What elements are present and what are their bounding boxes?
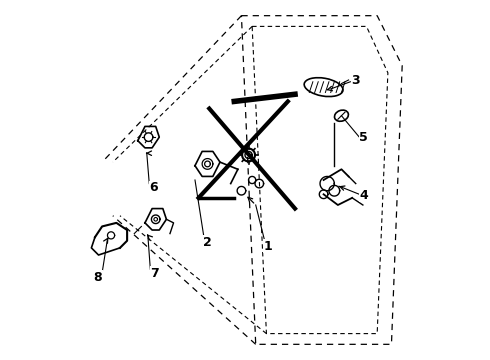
Text: 7: 7 — [150, 267, 159, 280]
Text: 1: 1 — [264, 240, 272, 253]
Text: 4: 4 — [359, 189, 368, 202]
Text: 3: 3 — [351, 74, 360, 87]
Text: 8: 8 — [94, 271, 102, 284]
Text: 6: 6 — [149, 181, 158, 194]
Text: 2: 2 — [203, 236, 212, 249]
Text: 5: 5 — [359, 131, 368, 144]
